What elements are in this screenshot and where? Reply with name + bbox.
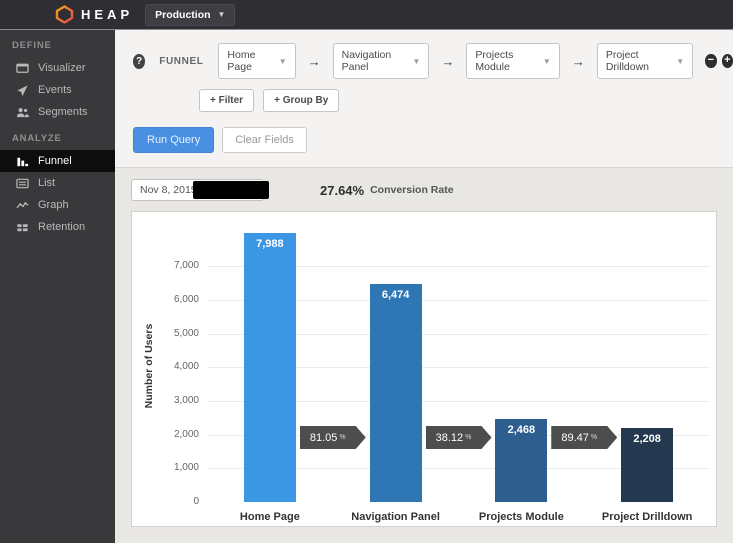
sidebar-item-label: Graph [38, 199, 69, 211]
send-icon [16, 84, 29, 97]
step-arrow-icon: → [308, 54, 321, 69]
y-tick-label: 6,000 [153, 294, 199, 305]
bar-value-label: 2,208 [621, 428, 673, 445]
funnel-label: FUNNEL [159, 56, 203, 67]
date-value: Nov 8, 2015 [140, 184, 197, 196]
add-group-by-button[interactable]: + Group By [263, 89, 339, 112]
help-icon[interactable]: ? [133, 54, 145, 69]
bar-value-label: 6,474 [370, 284, 422, 301]
chevron-down-icon: ▼ [676, 57, 684, 66]
date-row: Nov 8, 2015 27.64% Conversion Rate [131, 178, 717, 202]
bar-value-label: 7,988 [244, 233, 296, 250]
remove-step-button[interactable]: − [705, 54, 716, 68]
step-conversion-value: 89.47 [561, 432, 589, 444]
sidebar-item-segments[interactable]: Segments [0, 101, 115, 123]
y-tick-label: 3,000 [153, 395, 199, 406]
funnel-step-3-value: Projects Module [475, 49, 534, 73]
monitor-icon [16, 62, 29, 75]
y-tick-label: 1,000 [153, 462, 199, 473]
step-arrow-icon: → [572, 54, 585, 69]
funnel-step-2-dropdown[interactable]: Navigation Panel ▼ [333, 43, 430, 79]
funnel-actions-row: Run Query Clear Fields [133, 127, 733, 153]
sidebar: DEFINE Visualizer Events Segments ANALYZ… [0, 30, 115, 543]
sidebar-item-events[interactable]: Events [0, 79, 115, 101]
percent-sign: % [465, 434, 471, 441]
sidebar-item-graph[interactable]: Graph [0, 194, 115, 216]
heap-logo[interactable]: HEAP [55, 5, 133, 24]
funnel-step-1-dropdown[interactable]: Home Page ▼ [218, 43, 295, 79]
step-conversion-value: 81.05 [310, 432, 338, 444]
bar-chart-icon [16, 155, 29, 168]
sidebar-item-label: Retention [38, 221, 85, 233]
sidebar-item-visualizer[interactable]: Visualizer [0, 57, 115, 79]
funnel-bar[interactable]: 2,208 [621, 428, 673, 502]
chevron-down-icon: ▼ [218, 10, 226, 19]
funnel-step-4-value: Project Drilldown [606, 49, 667, 73]
y-tick-label: 2,000 [153, 429, 199, 440]
sidebar-item-funnel[interactable]: Funnel [0, 150, 115, 172]
funnel-step-4-dropdown[interactable]: Project Drilldown ▼ [597, 43, 693, 79]
grid-icon [16, 221, 29, 234]
heap-hexagon-icon [55, 5, 74, 24]
conversion-rate-arrow: 38.12% [426, 426, 492, 449]
x-category-label: Navigation Panel [334, 511, 458, 523]
chevron-down-icon: ▼ [412, 57, 420, 66]
sidebar-item-label: Funnel [38, 155, 72, 167]
sidebar-section-analyze: ANALYZE [0, 123, 115, 150]
line-chart-icon [16, 199, 29, 212]
y-tick-label: 0 [153, 496, 199, 507]
main-content: ? FUNNEL Home Page ▼ → Navigation Panel … [115, 30, 733, 543]
funnel-step-1-value: Home Page [227, 49, 269, 73]
list-icon [16, 177, 29, 190]
sidebar-item-label: Events [38, 84, 72, 96]
sidebar-item-retention[interactable]: Retention [0, 216, 115, 238]
results-section: Nov 8, 2015 27.64% Conversion Rate Numbe… [115, 168, 733, 527]
funnel-bar[interactable]: 7,988 [244, 233, 296, 502]
top-bar: HEAP Production ▼ [0, 0, 733, 30]
conversion-rate-arrow: 89.47% [551, 426, 617, 449]
funnel-modifiers-row: + Filter + Group By [199, 89, 733, 112]
plot-area: 7,988Home Page6,474Navigation Panel2,468… [207, 226, 710, 502]
percent-sign: % [339, 434, 345, 441]
sidebar-item-label: Visualizer [38, 62, 86, 74]
run-query-button[interactable]: Run Query [133, 127, 214, 153]
sidebar-section-define: DEFINE [0, 30, 115, 57]
sidebar-item-list[interactable]: List [0, 172, 115, 194]
y-tick-label: 5,000 [153, 328, 199, 339]
environment-name: Production [155, 9, 210, 21]
funnel-step-3-dropdown[interactable]: Projects Module ▼ [466, 43, 559, 79]
bar-value-label: 2,468 [495, 419, 547, 436]
step-arrow-icon: → [441, 54, 454, 69]
step-conversion-value: 38.12 [436, 432, 464, 444]
x-category-label: Home Page [208, 511, 332, 523]
x-category-label: Projects Module [459, 511, 583, 523]
conversion-rate-value: 27.64% [320, 183, 364, 198]
funnel-bar[interactable]: 6,474 [370, 284, 422, 502]
add-step-button[interactable]: + [722, 54, 733, 68]
funnel-chart-panel: Number of Users 7,988Home Page6,474Navig… [131, 211, 717, 527]
add-filter-button[interactable]: + Filter [199, 89, 254, 112]
conversion-rate-label: Conversion Rate [370, 184, 453, 196]
y-tick-label: 7,000 [153, 260, 199, 271]
funnel-bar[interactable]: 2,468 [495, 419, 547, 502]
people-icon [16, 106, 29, 119]
redaction-box [193, 181, 269, 199]
chevron-down-icon: ▼ [279, 57, 287, 66]
x-category-label: Project Drilldown [585, 511, 709, 523]
clear-fields-button[interactable]: Clear Fields [222, 127, 307, 153]
funnel-step-2-value: Navigation Panel [342, 49, 404, 73]
sidebar-item-label: List [38, 177, 55, 189]
brand-name: HEAP [81, 7, 133, 22]
funnel-builder: ? FUNNEL Home Page ▼ → Navigation Panel … [115, 30, 733, 168]
funnel-steps-row: ? FUNNEL Home Page ▼ → Navigation Panel … [133, 43, 733, 79]
chevron-down-icon: ▼ [543, 57, 551, 66]
environment-dropdown[interactable]: Production ▼ [145, 4, 235, 26]
sidebar-item-label: Segments [38, 106, 88, 118]
percent-sign: % [591, 434, 597, 441]
conversion-rate-arrow: 81.05% [300, 426, 366, 449]
y-tick-label: 4,000 [153, 361, 199, 372]
